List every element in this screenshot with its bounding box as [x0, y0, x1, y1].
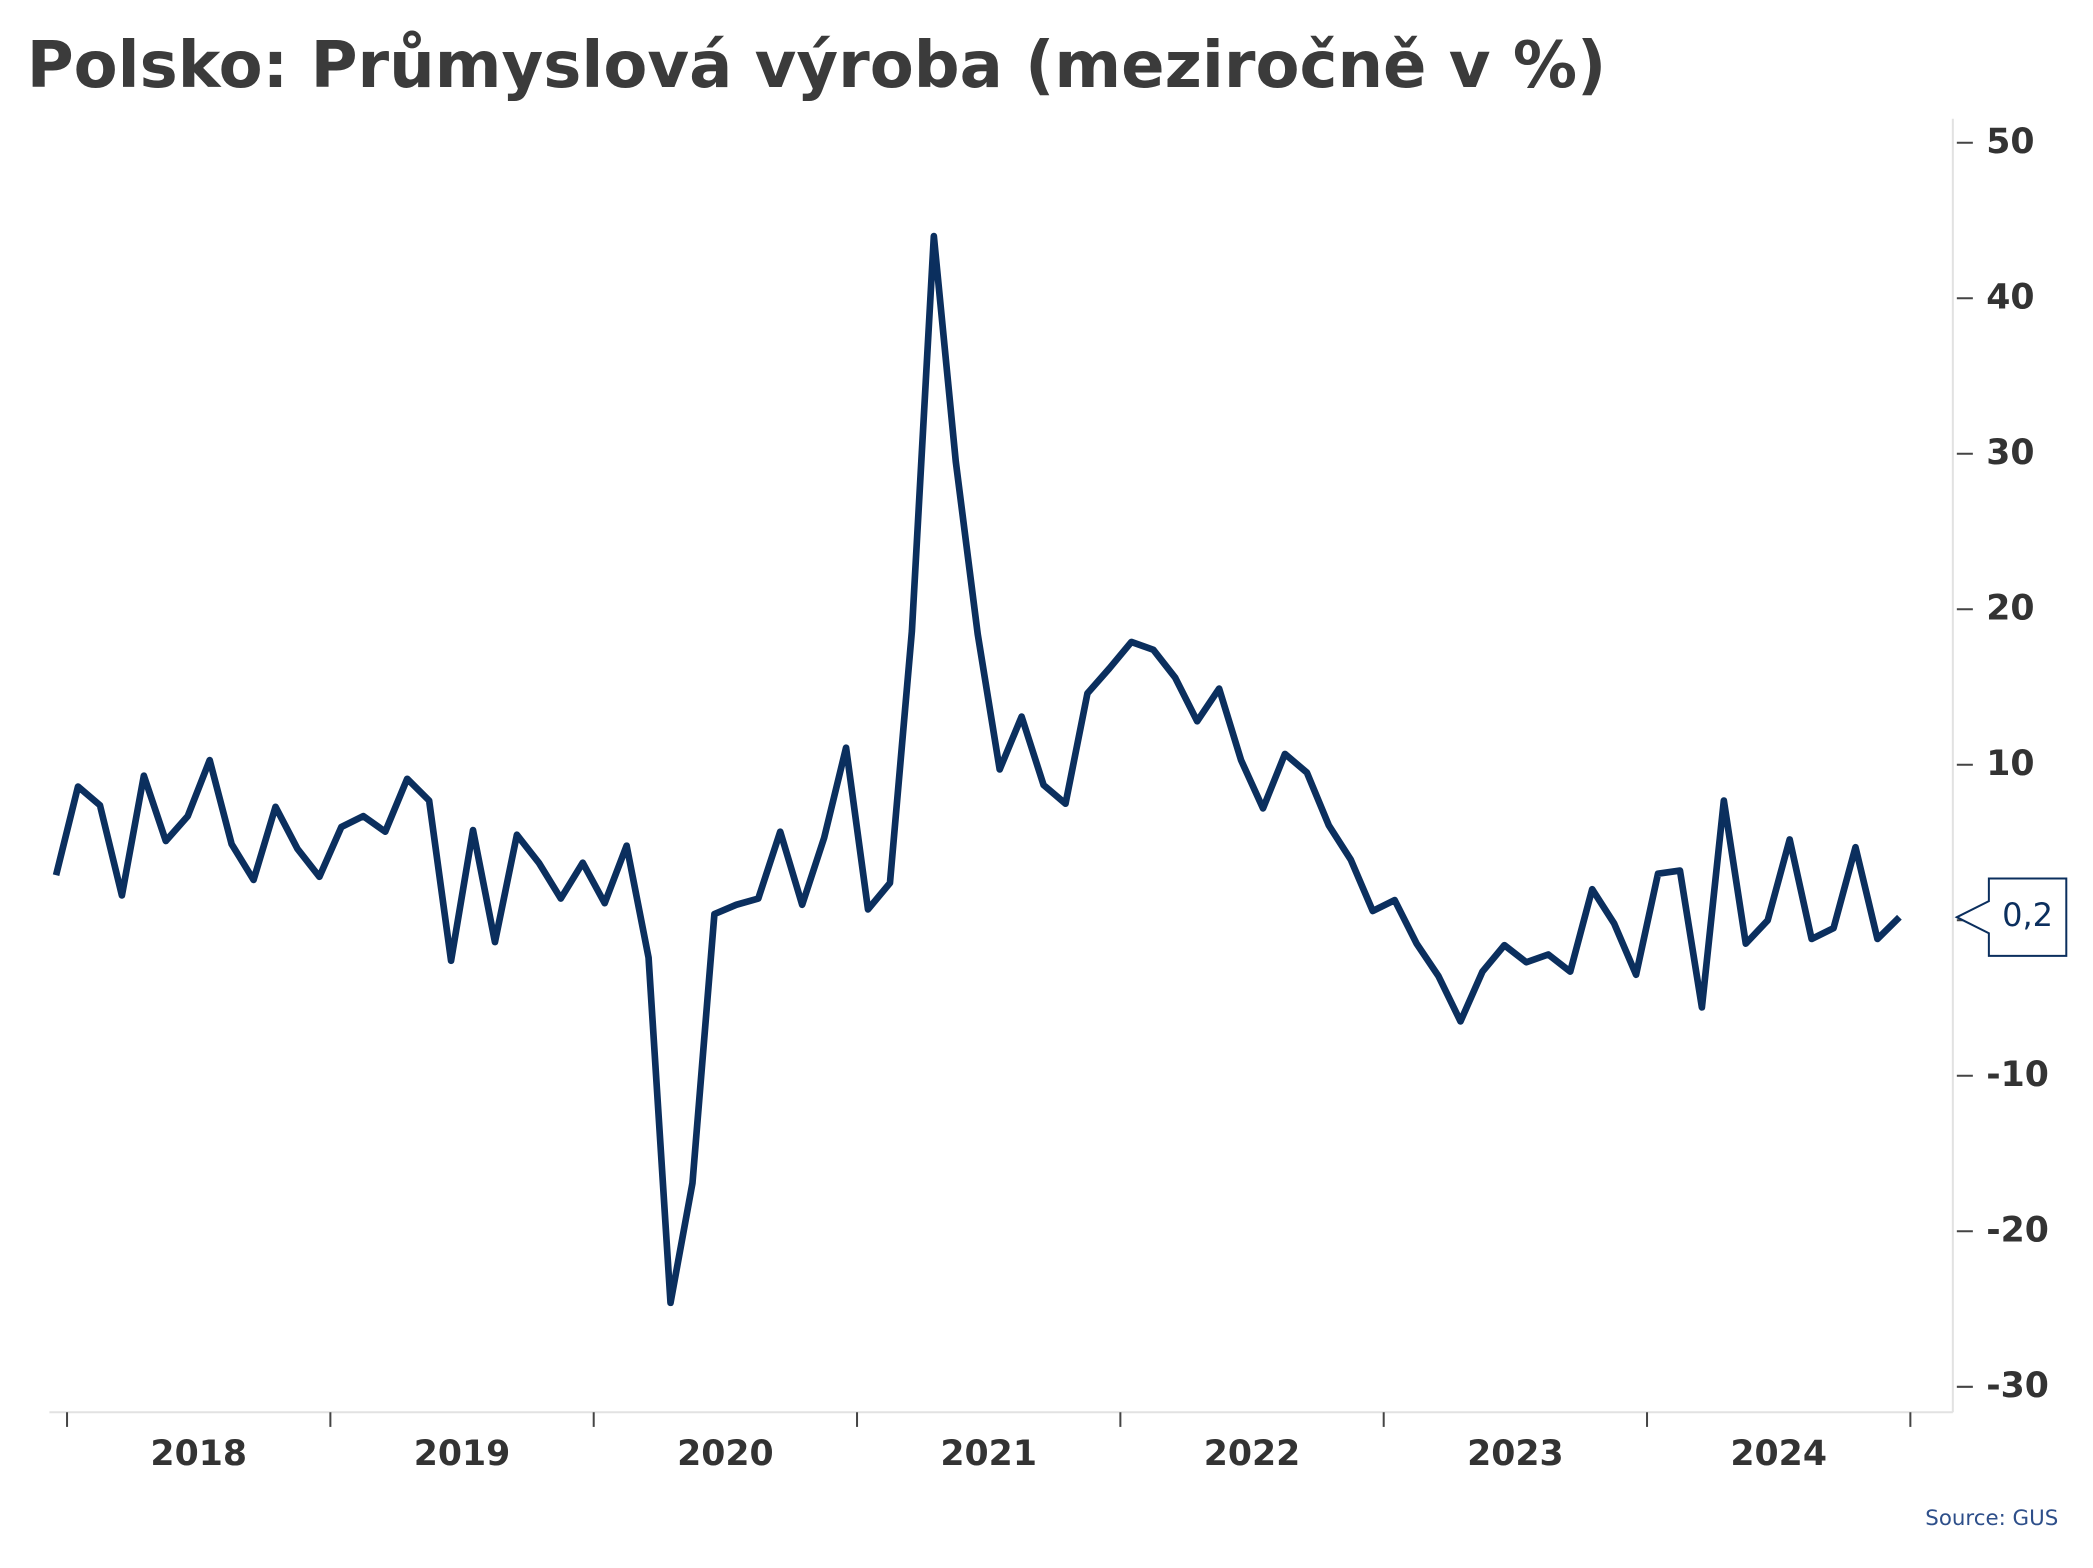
x-tick-label: 2024: [1730, 1434, 1827, 1474]
y-tick-label: 20: [1986, 588, 2034, 628]
value-label-box: [1954, 877, 2068, 957]
x-tick-label: 2021: [940, 1434, 1037, 1474]
y-tick-label: -30: [1986, 1366, 2049, 1406]
x-tick-label: 2023: [1467, 1434, 1564, 1474]
y-tick-label: 30: [1986, 433, 2034, 473]
source-note: Source: GUS: [1925, 1506, 2058, 1531]
x-tick-label: 2020: [677, 1434, 774, 1474]
x-tick-label: 2022: [1204, 1434, 1301, 1474]
y-tick-label: -20: [1986, 1210, 2049, 1250]
y-tick-label: 40: [1986, 277, 2034, 317]
x-tick-label: 2018: [150, 1434, 247, 1474]
y-tick-label: 10: [1986, 744, 2034, 784]
y-tick-label: 50: [1986, 122, 2034, 162]
value-label: 0,2: [2002, 896, 2053, 934]
y-tick-label: -10: [1986, 1055, 2049, 1095]
x-tick-label: 2019: [414, 1434, 511, 1474]
chart-title: Polsko: Průmyslová výroba (meziročně v %…: [27, 29, 1607, 103]
line-series: [52, 232, 1902, 1307]
